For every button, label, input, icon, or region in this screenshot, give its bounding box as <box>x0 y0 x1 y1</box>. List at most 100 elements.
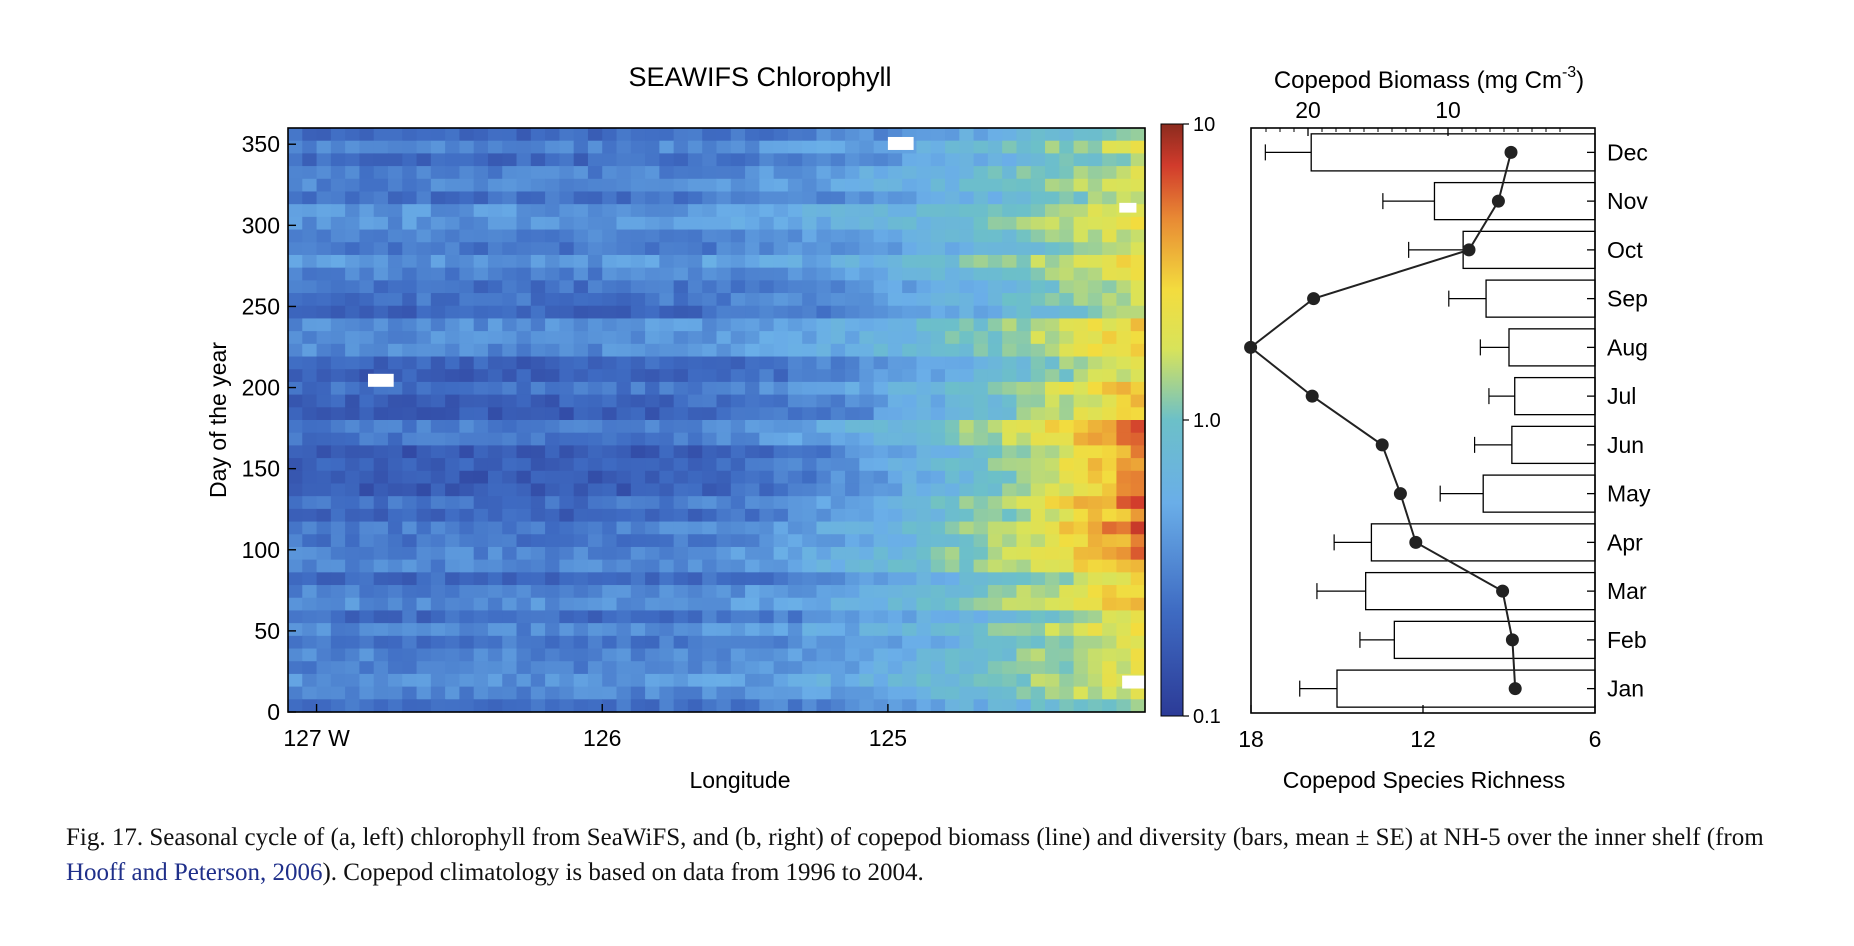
heatmap-cell <box>1102 470 1118 485</box>
heatmap-cell <box>487 293 503 307</box>
heatmap-cell <box>373 610 389 624</box>
heatmap-cell <box>1130 280 1146 294</box>
heatmap-cell <box>302 673 318 688</box>
heatmap-cell <box>830 458 846 472</box>
heatmap-cell <box>330 686 346 700</box>
heatmap-cell <box>816 229 832 243</box>
heatmap-cell <box>1073 204 1089 218</box>
heatmap-cell <box>959 381 975 396</box>
heatmap-cell <box>530 356 546 370</box>
heatmap-cell <box>445 610 460 624</box>
heatmap-cell <box>359 305 375 320</box>
heatmap-cell <box>630 508 646 523</box>
heatmap-cell <box>973 254 989 269</box>
heatmap-cell <box>330 293 346 307</box>
heatmap-cell <box>987 331 1003 345</box>
heatmap-cell <box>545 521 560 535</box>
heatmap-cell <box>645 280 660 294</box>
heatmap-cell <box>1016 458 1032 472</box>
heatmap-cell <box>345 673 361 688</box>
heatmap-cell <box>502 280 518 294</box>
heatmap-cell <box>288 521 303 535</box>
heatmap-cell <box>602 293 618 307</box>
heatmap-cell <box>830 280 846 294</box>
heatmap-cell <box>930 534 946 548</box>
heatmap-cell <box>616 432 632 446</box>
heatmap-cell <box>716 623 732 637</box>
heatmap-cell <box>602 166 618 180</box>
biomass-point <box>1244 340 1258 354</box>
heatmap-cell <box>316 331 332 345</box>
heatmap-cell <box>545 470 560 485</box>
heatmap-cell <box>1087 521 1103 535</box>
heatmap-cell <box>559 673 575 688</box>
heatmap-cell <box>288 242 303 256</box>
heatmap-cell <box>1030 178 1046 193</box>
heatmap-cell <box>973 521 989 535</box>
heatmap-cell <box>1116 546 1132 561</box>
heatmap-cell <box>759 293 775 307</box>
heatmap-cell <box>316 458 332 472</box>
heatmap-cell <box>945 280 960 294</box>
heatmap-cell <box>716 496 732 510</box>
heatmap-cell <box>1130 166 1146 180</box>
heatmap-cell <box>1116 699 1132 713</box>
heatmap-cell <box>430 508 446 523</box>
heatmap-cell <box>387 216 403 231</box>
heatmap-cell <box>502 343 518 358</box>
heatmap-cell <box>530 521 546 535</box>
heatmap-cell <box>302 686 318 700</box>
heatmap-cell <box>859 445 875 459</box>
heatmap-cell <box>645 204 660 218</box>
heatmap-cell <box>945 699 960 713</box>
heatmap-cell <box>1016 293 1032 307</box>
heatmap-cell <box>587 585 603 599</box>
heatmap-cell <box>1016 242 1032 256</box>
heatmap-cell <box>902 623 918 637</box>
heatmap-cell <box>645 699 660 713</box>
heatmap-cell <box>402 229 418 243</box>
heatmap-cell <box>416 293 432 307</box>
heatmap-cell <box>745 508 760 523</box>
heatmap-cell <box>1130 432 1146 446</box>
heatmap-cell <box>430 686 446 700</box>
heatmap-cell <box>1045 572 1060 586</box>
heatmap-cell <box>487 534 503 548</box>
heatmap-cell <box>616 496 632 510</box>
heatmap-cell <box>702 331 718 345</box>
heatmap-cell <box>959 280 975 294</box>
heatmap-cell <box>759 280 775 294</box>
heatmap-cell <box>987 178 1003 193</box>
heatmap-cell <box>602 267 618 281</box>
caption-citation-link[interactable]: Hooff and Peterson, 2006 <box>66 859 323 886</box>
heatmap-cell <box>1059 521 1075 535</box>
heatmap-cell <box>616 381 632 396</box>
heatmap-cell <box>1030 534 1046 548</box>
heatmap-cell <box>387 483 403 497</box>
heatmap-cell <box>887 585 903 599</box>
heatmap-cell <box>459 483 475 497</box>
heatmap-cell <box>387 280 403 294</box>
heatmap-cell <box>387 191 403 205</box>
heatmap-cell <box>645 686 660 700</box>
heatmap-cell <box>859 458 875 472</box>
heatmap-cell <box>587 191 603 205</box>
heatmap-cell <box>530 661 546 675</box>
heatmap-cell <box>987 610 1003 624</box>
heatmap-cell <box>630 343 646 358</box>
heatmap-cell <box>302 216 318 231</box>
heatmap-cell <box>930 381 946 396</box>
heatmap-cell <box>516 635 532 650</box>
heatmap-cell <box>1016 635 1032 650</box>
colorbar <box>1160 123 1184 717</box>
heatmap-cell <box>345 318 361 332</box>
heatmap-cell <box>587 648 603 662</box>
heatmap-cell <box>973 178 989 193</box>
heatmap-cell <box>1116 559 1132 573</box>
heatmap-cell <box>316 661 332 675</box>
heatmap-cell <box>630 242 646 256</box>
heatmap-cell <box>1016 610 1032 624</box>
heatmap-cell <box>859 204 875 218</box>
heatmap-cell <box>687 178 703 193</box>
heatmap-cell <box>1016 559 1032 573</box>
